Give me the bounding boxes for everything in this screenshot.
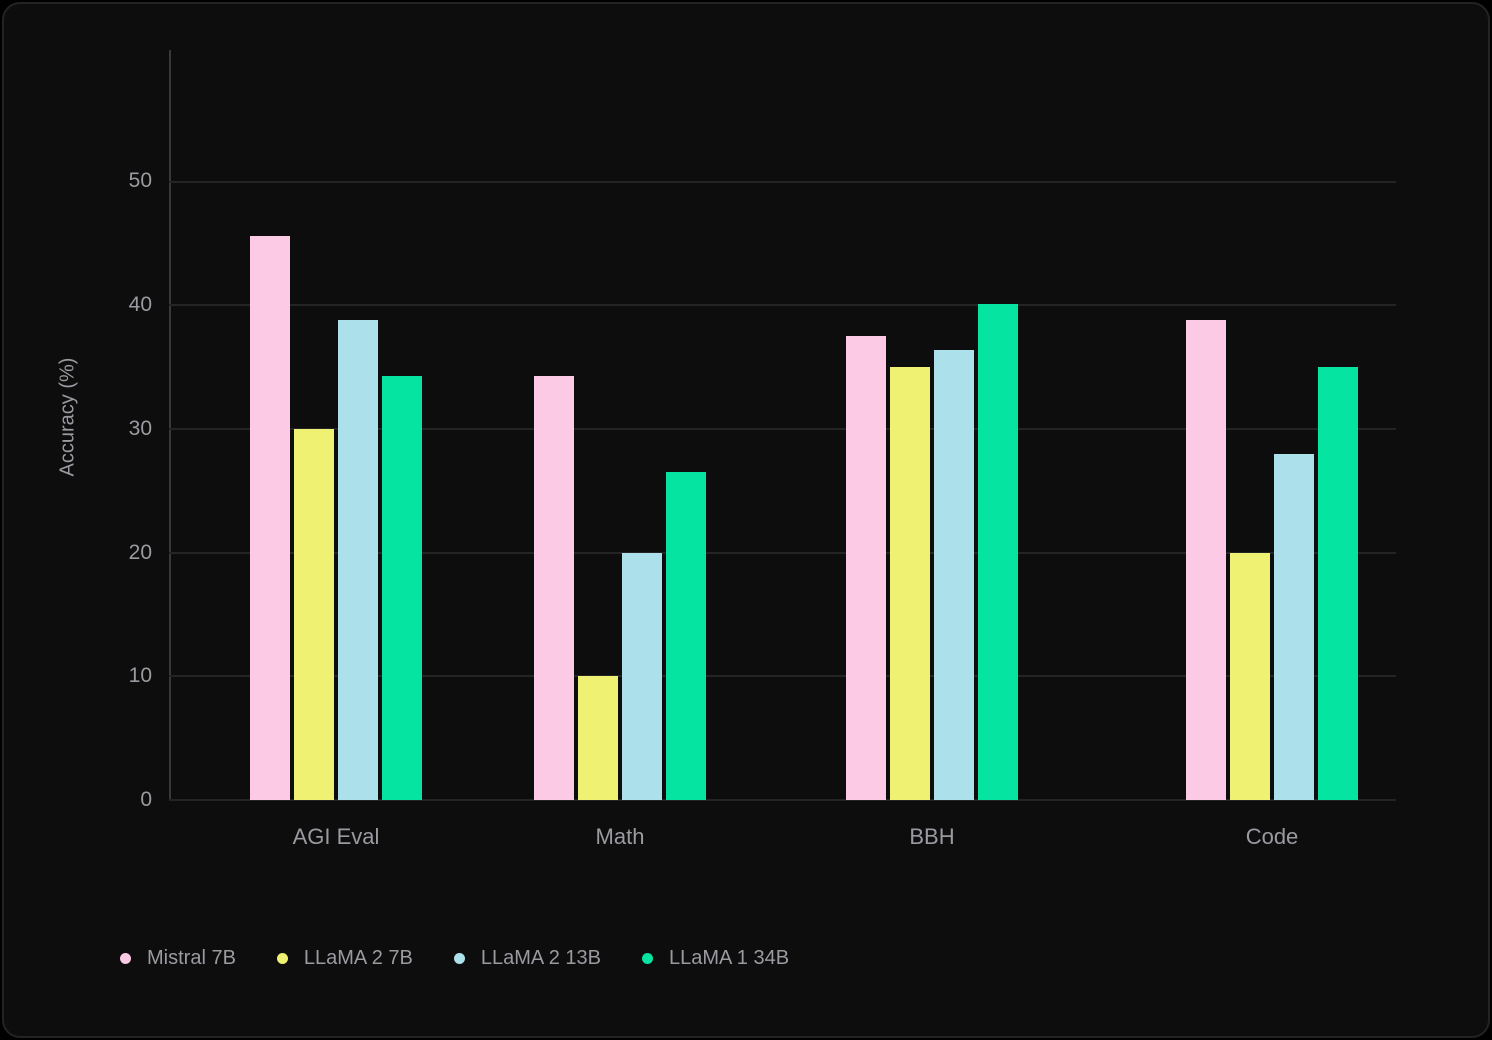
gridline-30 [169,427,1396,430]
legend-label: LLaMA 2 7B [303,946,413,969]
legend-dot-icon [276,952,288,964]
bar-mistral-7b-code[interactable] [1186,320,1226,800]
legend-label: LLaMA 2 13B [480,946,601,969]
y-tick-label-40: 40 [128,293,152,317]
bar-llama-2-13b-code[interactable] [1274,453,1314,800]
bar-llama-1-34b-math[interactable] [666,472,706,800]
y-axis-line [169,50,171,800]
legend-label: Mistral 7B [147,946,236,969]
plot-area [169,50,1396,801]
bar-llama-1-34b-code[interactable] [1318,367,1358,800]
bar-mistral-7b-agi-eval[interactable] [250,235,290,800]
y-tick-label-50: 50 [128,169,152,193]
y-tick-label-30: 30 [128,416,152,440]
bar-llama-1-34b-agi-eval[interactable] [382,375,422,800]
bar-llama-2-7b-code[interactable] [1230,552,1270,800]
x-tick-label-math: Math [595,824,645,849]
gridline-20 [169,551,1396,554]
y-tick-label-20: 20 [128,540,152,564]
legend-item-mistral-7b[interactable]: Mistral 7B [120,947,236,970]
bar-mistral-7b-math[interactable] [534,375,574,800]
legend-dot-icon [453,952,465,964]
y-tick-label-10: 10 [128,664,152,688]
bar-llama-2-13b-math[interactable] [622,552,662,800]
legend-item-llama-1-34b[interactable]: LLaMA 1 34B [641,946,790,970]
legend-item-llama-2-7b[interactable]: LLaMA 2 7B [276,946,413,970]
bar-llama-2-7b-bbh[interactable] [890,367,930,800]
bar-llama-2-13b-bbh[interactable] [934,349,974,800]
bar-llama-2-7b-agi-eval[interactable] [294,428,334,800]
bar-llama-1-34b-bbh[interactable] [978,303,1018,800]
gridline-50 [169,180,1396,183]
gridline-10 [169,675,1396,678]
legend-item-llama-2-13b[interactable]: LLaMA 2 13B [453,946,601,970]
bar-llama-2-13b-agi-eval[interactable] [338,320,378,800]
bar-mistral-7b-bbh[interactable] [846,336,886,800]
legend: Mistral 7B LLaMA 2 7B LLaMA 2 13B LLaMA 1 3… [120,944,789,972]
gridline-40 [169,304,1396,307]
x-tick-label-bbh: BBH [909,824,955,849]
gridline-0 [169,799,1396,801]
x-tick-label-code: Code [1245,824,1299,849]
bar-llama-2-7b-math[interactable] [578,676,618,800]
x-tick-label-agi-eval: AGI Eval [292,824,380,849]
legend-dot-icon [120,952,131,964]
legend-dot-icon [641,952,653,964]
legend-label: LLaMA 1 34B [668,946,790,969]
y-tick-label-0: 0 [140,788,152,811]
